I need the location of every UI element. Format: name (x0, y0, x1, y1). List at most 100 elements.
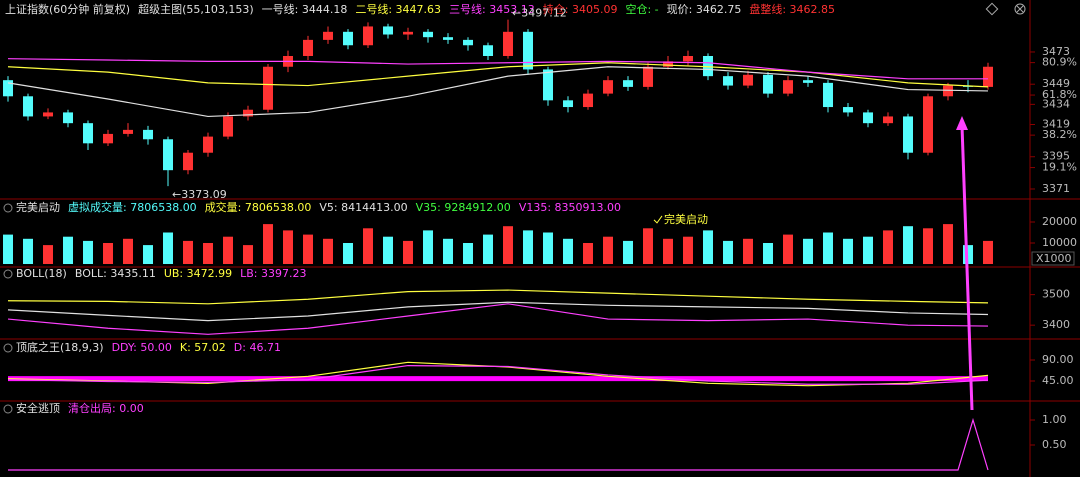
settings-icon[interactable] (985, 2, 999, 16)
indicator-line (7, 303, 989, 335)
indicator-line (7, 62, 989, 88)
candle-body (463, 39, 473, 46)
header-item: 完美启动 (16, 200, 60, 214)
volume-bar (363, 228, 373, 264)
candle-body (343, 31, 353, 46)
volume-bar (583, 242, 593, 264)
unit-box (1031, 251, 1075, 266)
volume-bar (743, 238, 753, 264)
candle-body (123, 129, 133, 134)
header-item: 上证指数(60分钟 前复权) (5, 2, 130, 16)
y-tick-label: 3449 (1042, 77, 1070, 90)
volume-bar (683, 236, 693, 264)
header-item: V135: 8350913.00 (519, 201, 621, 214)
volume-bar (403, 240, 413, 264)
header-item: 盘整线: 3462.85 (749, 2, 835, 16)
volume-bar (643, 228, 653, 264)
close-icon[interactable] (1016, 5, 1024, 13)
volume-bar (163, 232, 173, 264)
candle-body (363, 26, 373, 46)
candle-body (843, 107, 853, 113)
y-tick-label: 3419 (1042, 118, 1070, 131)
volume-bar (463, 242, 473, 264)
y-tick-label: 90.00 (1042, 353, 1074, 366)
volume-bar (43, 245, 53, 264)
header-item: BOLL(18) (16, 267, 67, 280)
candle-body (703, 56, 713, 77)
candle-body (83, 123, 93, 144)
volume-bar (83, 240, 93, 264)
pointer-arrow (960, 125, 974, 411)
volume-bar (943, 224, 953, 264)
header-item: 三号线: 3453.13 (449, 2, 535, 16)
candle-body (403, 31, 413, 35)
volume-bar (283, 230, 293, 264)
indicator-line (7, 58, 988, 80)
y-tick-label: 20000 (1042, 215, 1077, 228)
candle-body (63, 112, 73, 124)
candle-body (743, 74, 753, 86)
header-item: V5: 8414413.00 (319, 201, 407, 214)
header-item: 一号线: 3444.18 (262, 2, 348, 16)
annotation: ←3373.09 (172, 188, 227, 201)
close-icon[interactable] (1014, 3, 1026, 15)
header-item: 顶底之王(18,9,3) (16, 340, 104, 354)
candle-body (163, 139, 173, 171)
candle-body (303, 39, 313, 56)
volume-bar (183, 240, 193, 264)
y-tick-label: 61.8% (1042, 88, 1077, 101)
volume-bar (703, 230, 713, 264)
panel-icon (3, 269, 13, 279)
candle-body (643, 66, 653, 87)
candle-body (863, 112, 873, 124)
candle-body (803, 80, 813, 83)
candle-body (983, 66, 993, 87)
y-tick-label: 38.2% (1042, 128, 1077, 141)
volume-bar (203, 242, 213, 264)
volume-bar (483, 234, 493, 264)
volume-bar (503, 226, 513, 264)
candle-body (483, 45, 493, 56)
volume-bar (723, 240, 733, 264)
candle-body (583, 93, 593, 108)
y-tick-label: 0.50 (1042, 438, 1067, 451)
header-item: V35: 9284912.00 (416, 201, 511, 214)
annotation: 完美启动 (664, 212, 708, 226)
pointer-arrow-head (956, 116, 968, 130)
volume-bar (63, 236, 73, 264)
y-tick-label: 3500 (1042, 288, 1070, 301)
header-item: 清仓出局: 0.00 (68, 401, 144, 415)
y-tick-label: 3400 (1042, 318, 1070, 331)
volume-bar (883, 230, 893, 264)
candle-body (323, 31, 333, 40)
volume-bar (843, 238, 853, 264)
volume-bar (423, 230, 433, 264)
panel-icon (3, 203, 13, 213)
candle-body (143, 129, 153, 140)
volume-bar (3, 234, 13, 264)
volume-bar (563, 238, 573, 264)
volume-bar (323, 238, 333, 264)
volume-bar (103, 242, 113, 264)
candle-body (663, 61, 673, 67)
candle-body (3, 80, 13, 97)
volume-bar (863, 236, 873, 264)
header-item: 虚拟成交量: 7806538.00 (68, 200, 197, 214)
y-tick-label: 1.00 (1042, 413, 1067, 426)
candle-body (243, 109, 253, 117)
header-item: 安全逃顶 (16, 401, 60, 415)
y-tick-label: 45.00 (1042, 374, 1074, 387)
header-item: BOLL: 3435.11 (75, 267, 156, 280)
volume-bar (823, 232, 833, 264)
volume-bar (243, 245, 253, 264)
candle-body (923, 96, 933, 153)
volume-bar (23, 238, 33, 264)
candle-body (23, 96, 33, 117)
indicator-line (7, 364, 989, 385)
candle-body (103, 133, 113, 144)
candle-body (943, 85, 953, 97)
volume-bar (523, 230, 533, 264)
check-mark (653, 215, 663, 224)
